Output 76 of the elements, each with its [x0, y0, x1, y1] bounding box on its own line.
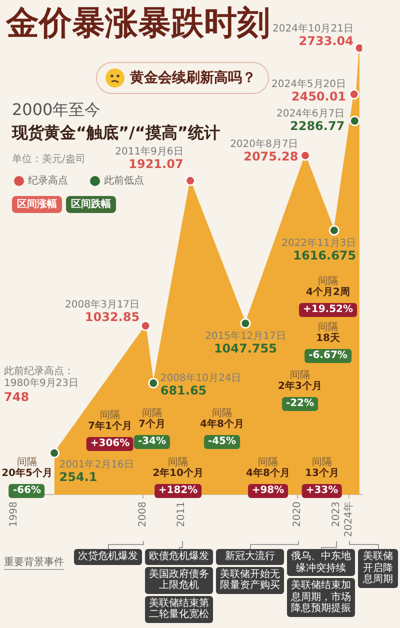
annotation: 2020年8月7日 — [230, 138, 298, 150]
x-tick-label: 2008 — [137, 502, 148, 528]
chart-title: 金价暴涨暴跌时刻 — [6, 2, 270, 44]
point — [148, 378, 159, 388]
tag: +19.52% — [298, 303, 358, 317]
text: 现货黄金“触底”/“摸高”统计 — [12, 123, 220, 143]
annotation: 间隔 4年8个月 -45% — [200, 408, 244, 449]
text-box: 新冠大流行 — [216, 549, 284, 564]
annotation: 间隔 20年5个月 -66% — [2, 457, 52, 498]
tag: -22% — [282, 397, 318, 411]
tag: +182% — [154, 484, 202, 498]
annotation: 2000年至今 — [12, 100, 101, 120]
annotation: 间隔 13个月 +33% — [304, 457, 340, 498]
data-label: 1616.675 — [293, 248, 356, 263]
data-label: 2733.04 — [298, 34, 354, 48]
annotation: 2024年6月7日 — [276, 108, 345, 120]
annotation: 此前纪录高点： 1980年9月23日 748 — [4, 366, 79, 404]
x-tick-label: 1998 — [8, 502, 20, 528]
speech-bubble: 黄金会续刷新高吗？ — [96, 62, 269, 94]
tag: -66% — [8, 484, 46, 498]
tag: +33% — [302, 484, 342, 498]
data-label: 254.1 — [59, 470, 98, 484]
tag: +306% — [86, 437, 134, 451]
annotation: 间隔 2年3个月 -22% — [278, 370, 322, 411]
text-box: 次贷危机爆发 — [74, 549, 142, 564]
annotation: 间隔 4年8个月 +98% — [246, 457, 290, 498]
data-label: 2286.77 — [290, 119, 345, 134]
text: 重要背景事件 — [4, 556, 64, 570]
tag: -45% — [204, 435, 240, 449]
point — [240, 318, 251, 329]
annotation: 间隔 2年10个月 +182% — [152, 457, 204, 498]
data-label: 2450.01 — [291, 89, 346, 104]
x-tick-label: 2023 — [330, 502, 342, 528]
point — [49, 448, 60, 458]
text-box: 俄乌、中东地缘冲突持续 — [287, 549, 355, 576]
legend-label: 纪录高点 — [28, 174, 68, 187]
annotation: 间隔 18天 -6.67% — [308, 322, 348, 363]
point — [140, 320, 151, 332]
point — [185, 175, 196, 186]
annotation: 间隔 4个月2周 +19.52% — [302, 276, 354, 317]
point — [348, 88, 360, 100]
x-tick-label: 2011 — [176, 502, 188, 528]
text-box: 美国政府债务上限危机 — [145, 566, 213, 594]
legend-label: 此前低点 — [104, 174, 144, 187]
tag: +98% — [248, 484, 288, 498]
point — [300, 150, 311, 161]
annotation: 2015年12月17日 — [204, 330, 286, 342]
annotation: 2008年3月17日 — [65, 298, 140, 310]
data-label: 1032.85 — [84, 310, 140, 324]
text-box: 美联储结束第二轮量化宽松 — [145, 596, 213, 622]
annotation: 间隔 7个月 -34% — [136, 408, 168, 449]
data-label: 2075.28 — [244, 150, 298, 164]
annotation: 2024年5月20日 — [271, 78, 346, 90]
annotation: 黄金会续刷新高吗？ — [130, 69, 256, 87]
annotation: 2008年10月24日 — [160, 372, 242, 384]
tag: -34% — [134, 435, 170, 449]
text-box: 美联储开始无限量资产购买 — [216, 566, 284, 594]
y-axis-title: 单位：美元/盎司 — [12, 153, 86, 166]
text-box: 欧债危机爆发 — [145, 549, 213, 564]
data-label: 1047.755 — [214, 341, 277, 356]
annotation: 2024年10月21日 — [272, 22, 354, 35]
text-box: 美联储开启降息周期 — [358, 549, 398, 588]
annotation: 2001年2月16日 — [59, 458, 134, 471]
tag: -6.67% — [304, 349, 352, 363]
annotation: 2022年11月3日 — [282, 236, 356, 249]
tag: 区间涨幅 — [12, 196, 62, 213]
data-label: 681.65 — [160, 383, 207, 398]
text-box: 美联储结束加息周期，市场降息预期提振 — [287, 578, 355, 616]
tag: 区间跌幅 — [66, 196, 116, 213]
data-label: 1921.07 — [128, 156, 184, 171]
x-tick-label: 2024年 — [342, 502, 355, 538]
point — [349, 116, 360, 126]
x-tick-label: 2020 — [292, 502, 304, 528]
annotation: 间隔 7年1个月 +306% — [87, 410, 133, 451]
annotation: 2011年9月6日 — [115, 145, 184, 158]
point — [328, 225, 340, 236]
